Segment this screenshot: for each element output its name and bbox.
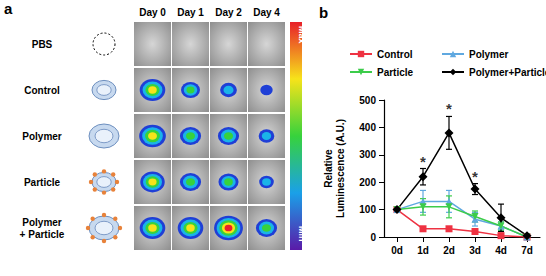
svg-text:*: * <box>420 153 426 170</box>
svg-text:PBS: PBS <box>32 39 53 50</box>
svg-text:*: * <box>472 168 478 185</box>
svg-text:0: 0 <box>370 232 376 243</box>
svg-text:Day 0: Day 0 <box>139 7 166 18</box>
svg-text:Day 2: Day 2 <box>215 7 242 18</box>
svg-text:500: 500 <box>359 95 376 106</box>
svg-text:Min: Min <box>297 226 307 242</box>
svg-text:a: a <box>4 0 13 17</box>
svg-text:1d: 1d <box>417 245 429 256</box>
svg-text:b: b <box>319 4 328 21</box>
svg-text:Polymer+Particle: Polymer+Particle <box>469 67 546 78</box>
svg-text:Polymer+ Particle: Polymer+ Particle <box>20 217 65 240</box>
svg-text:Polymer: Polymer <box>22 131 62 142</box>
svg-text:100: 100 <box>359 204 376 215</box>
svg-text:300: 300 <box>359 149 376 160</box>
svg-text:Day 1: Day 1 <box>177 7 204 18</box>
svg-text:Max: Max <box>297 26 307 44</box>
svg-text:400: 400 <box>359 122 376 133</box>
svg-text:Luminescence (A.U.): Luminescence (A.U.) <box>335 119 346 218</box>
svg-text:3d: 3d <box>469 245 481 256</box>
svg-text:Particle: Particle <box>24 177 61 188</box>
svg-text:7d: 7d <box>521 245 533 256</box>
svg-text:0d: 0d <box>391 245 403 256</box>
svg-text:4d: 4d <box>495 245 507 256</box>
svg-text:Control: Control <box>377 49 413 60</box>
svg-text:Particle: Particle <box>377 67 414 78</box>
svg-text:Relative: Relative <box>323 149 334 188</box>
svg-text:2d: 2d <box>443 245 455 256</box>
svg-text:Control: Control <box>24 85 60 96</box>
svg-text:*: * <box>446 100 452 117</box>
svg-text:Day 4: Day 4 <box>253 7 280 18</box>
svg-text:Polymer: Polymer <box>469 49 509 60</box>
svg-text:200: 200 <box>359 177 376 188</box>
